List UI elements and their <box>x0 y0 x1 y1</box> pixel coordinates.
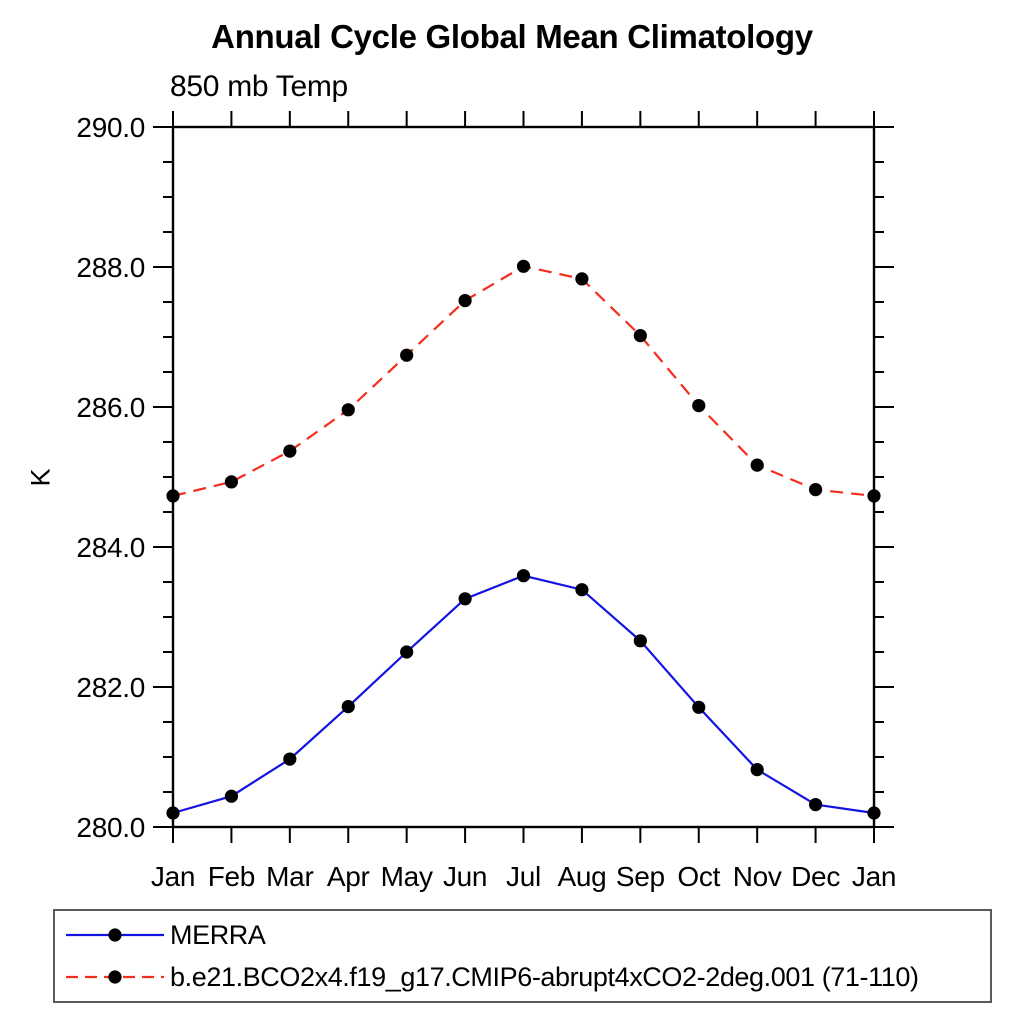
series-0-marker <box>458 592 472 606</box>
series-0-marker <box>516 569 531 583</box>
series-1-marker <box>750 458 764 472</box>
series-0-marker <box>224 789 239 803</box>
x-tick-label: Mar <box>266 861 313 892</box>
series-1-marker <box>692 399 706 413</box>
y-tick-label: 290.0 <box>76 112 145 143</box>
x-tick-label: Apr <box>327 861 370 892</box>
legend-row-merra: MERRA <box>60 918 990 952</box>
series-1-marker <box>575 272 589 286</box>
legend-label-model: b.e21.BCO2x4.f19_g17.CMIP6-abrupt4xCO2-2… <box>170 961 919 992</box>
legend-label-merra: MERRA <box>170 919 266 950</box>
series-0-marker <box>166 806 180 820</box>
series-line-0 <box>172 574 875 815</box>
x-tick-label: May <box>381 861 433 892</box>
x-tick-label: Nov <box>733 861 782 892</box>
series-1-marker <box>516 259 531 273</box>
series-1-marker <box>633 329 647 343</box>
series-1-marker <box>224 475 239 489</box>
x-tick-label: Sep <box>616 861 665 892</box>
series-0-marker <box>692 700 706 714</box>
y-tick-label: 286.0 <box>76 392 145 423</box>
series-0-marker <box>283 752 297 766</box>
legend-line-sample-dashed <box>66 970 164 984</box>
series-1-marker <box>808 483 823 497</box>
series-0-marker <box>341 700 355 714</box>
legend: MERRA b.e21.BCO2x4.f19_g17.CMIP6-abrupt4… <box>53 909 992 1003</box>
x-tick-label: Feb <box>208 861 255 892</box>
series-1-marker <box>283 444 297 458</box>
series-0-marker <box>867 806 881 820</box>
chart-subtitle: 850 mb Temp <box>170 70 348 103</box>
x-tick-label: Jul <box>506 861 541 892</box>
x-tick-label: Aug <box>557 861 606 892</box>
x-tick-label: Jan <box>852 861 896 892</box>
y-tick-label: 280.0 <box>76 812 145 843</box>
x-tick-label: Jan <box>151 861 195 892</box>
series-1-marker <box>458 294 472 308</box>
series-0-marker <box>575 583 589 597</box>
y-tick-label: 288.0 <box>76 252 145 283</box>
chart-title: Annual Cycle Global Mean Climatology <box>211 18 813 55</box>
series-1-marker <box>400 348 414 362</box>
legend-row-model: b.e21.BCO2x4.f19_g17.CMIP6-abrupt4xCO2-2… <box>60 960 990 994</box>
x-tick-label: Jun <box>443 861 487 892</box>
y-tick-label: 284.0 <box>76 532 145 563</box>
series-0-marker <box>808 798 823 812</box>
series-0-marker <box>633 634 647 648</box>
x-tick-label: Oct <box>677 861 720 892</box>
x-tick-label: Dec <box>791 861 840 892</box>
series-0-marker <box>400 645 414 659</box>
series-line-1 <box>172 265 875 497</box>
series-1-marker <box>867 489 881 503</box>
series-1-marker <box>341 403 355 417</box>
y-tick-label: 282.0 <box>76 672 145 703</box>
series-1-marker <box>166 489 180 503</box>
legend-line-sample-solid <box>66 928 164 942</box>
plot-frame <box>171 125 876 829</box>
series-0-marker <box>750 763 764 777</box>
